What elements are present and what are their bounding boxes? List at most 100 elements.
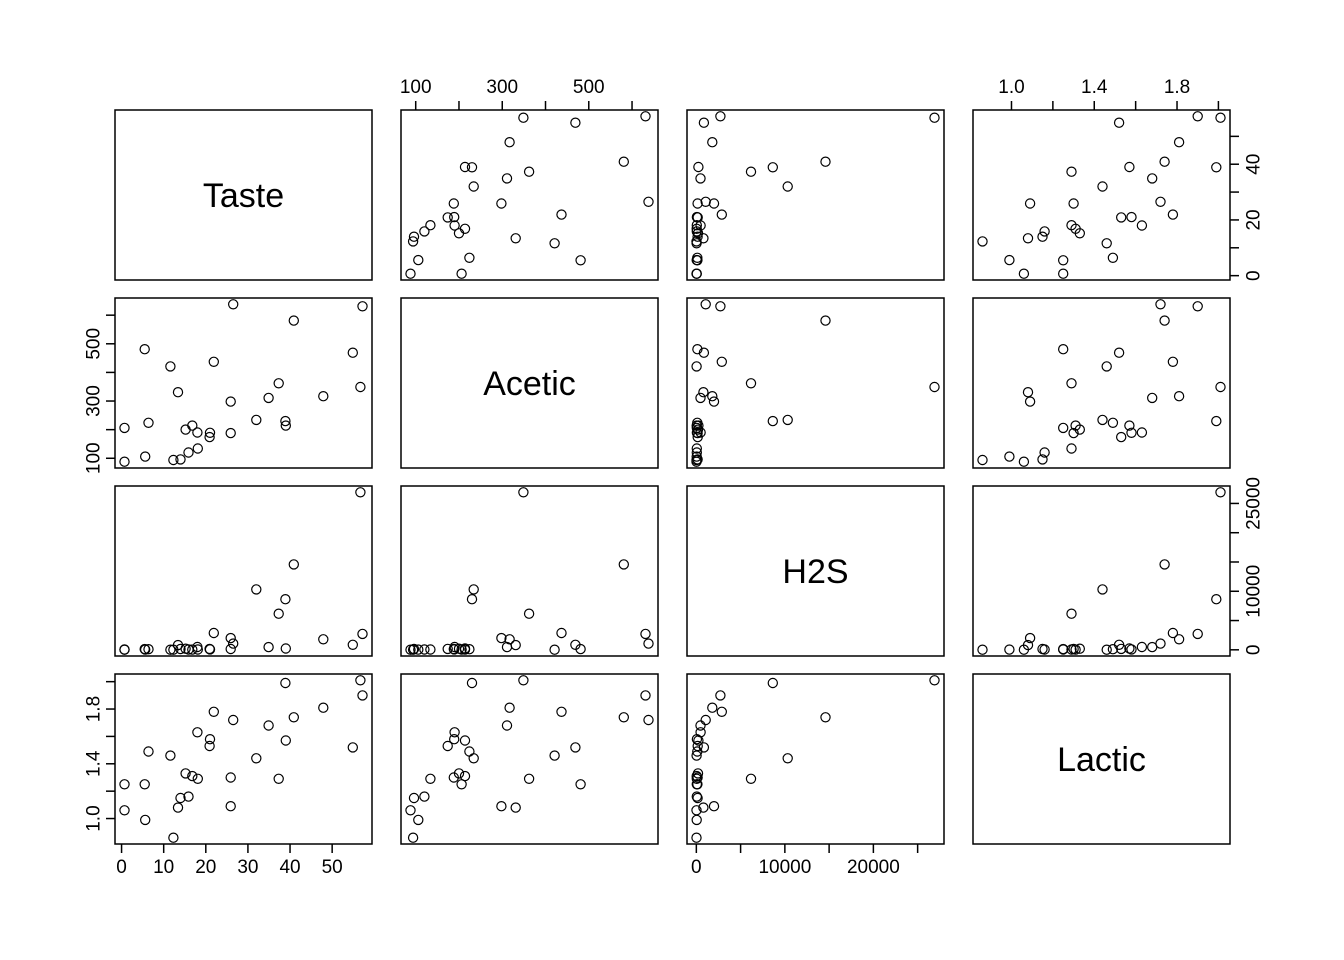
data-point — [263, 641, 274, 653]
data-point — [456, 644, 467, 655]
data-point — [1192, 301, 1203, 312]
data-point — [119, 805, 130, 816]
data-point — [1159, 156, 1170, 167]
data-point — [192, 641, 203, 653]
data-point — [692, 255, 703, 266]
data-point — [172, 802, 184, 813]
taste-axis-tick-label: 40 — [279, 857, 300, 878]
lactic-axis-tick-label: 1.4 — [1081, 77, 1108, 98]
data-point — [1136, 641, 1148, 653]
h2s-axis-tick-label: 0 — [691, 857, 702, 878]
data-point — [407, 644, 419, 655]
data-point — [1057, 344, 1069, 355]
data-point — [691, 814, 702, 826]
data-point — [468, 584, 479, 595]
data-point — [192, 443, 203, 454]
data-point — [143, 746, 154, 757]
data-point — [165, 361, 176, 372]
data-point — [225, 772, 236, 783]
data-point — [698, 802, 709, 813]
data-point — [187, 644, 198, 655]
data-point — [280, 594, 291, 605]
acetic-axis-tick-label: 300 — [486, 77, 518, 98]
data-point — [929, 112, 940, 123]
data-point — [405, 268, 416, 279]
data-point — [357, 628, 368, 640]
data-point — [1004, 451, 1015, 462]
data-point — [466, 162, 478, 173]
data-point — [1126, 211, 1137, 223]
panel-h2s-vs-lactic — [972, 485, 1231, 657]
data-point — [691, 422, 703, 434]
data-point — [1215, 487, 1226, 498]
data-point — [1066, 443, 1077, 454]
data-point — [288, 559, 299, 570]
data-point — [1018, 268, 1030, 279]
data-point — [464, 252, 475, 263]
data-point — [1113, 347, 1125, 358]
h2s-axis-tick-label: 10000 — [758, 857, 811, 878]
data-point — [698, 387, 709, 398]
data-point — [1057, 643, 1069, 655]
data-point — [459, 644, 471, 655]
data-point — [707, 136, 718, 148]
data-point — [464, 644, 475, 655]
data-point — [549, 644, 560, 655]
data-point — [716, 209, 728, 220]
data-point — [692, 344, 703, 355]
data-point — [692, 198, 703, 209]
data-point — [501, 641, 513, 653]
data-point — [1068, 198, 1079, 209]
data-point — [691, 773, 703, 785]
data-point — [1101, 238, 1112, 249]
data-point — [820, 315, 831, 326]
data-point — [691, 447, 703, 458]
data-point — [204, 431, 215, 443]
data-point — [707, 702, 718, 713]
data-point — [496, 632, 507, 644]
data-point — [716, 706, 728, 718]
data-point — [405, 644, 416, 655]
data-point — [691, 750, 702, 761]
data-point — [1211, 594, 1222, 605]
data-point — [119, 422, 130, 434]
data-point — [695, 173, 706, 184]
data-point — [695, 727, 706, 738]
data-point — [1215, 112, 1226, 123]
data-point — [407, 832, 419, 843]
data-point — [556, 706, 567, 718]
data-point — [1115, 212, 1127, 223]
data-point — [782, 414, 793, 426]
panel-h2s-vs-acetic — [400, 485, 659, 657]
data-point — [691, 805, 702, 816]
taste-axis-tick-label: 0 — [116, 857, 127, 878]
data-point — [1113, 117, 1125, 128]
data-point — [139, 643, 150, 655]
data-point — [347, 639, 358, 651]
data-point — [347, 347, 358, 358]
data-point — [227, 299, 239, 310]
taste-axis-tick-label: 40 — [1244, 154, 1265, 175]
acetic-axis-tick-label: 100 — [84, 442, 105, 474]
data-point — [977, 644, 988, 655]
data-point — [419, 644, 430, 655]
taste-axis-tick-label: 20 — [1244, 209, 1265, 230]
data-point — [715, 111, 726, 122]
data-point — [695, 720, 706, 731]
data-point — [1068, 427, 1079, 439]
data-point — [640, 111, 651, 122]
data-point — [318, 391, 329, 402]
data-point — [1173, 136, 1185, 148]
data-point — [767, 677, 779, 689]
data-point — [187, 770, 198, 782]
lactic-axis-tick-label: 1.8 — [84, 696, 105, 722]
data-point — [280, 415, 291, 427]
data-point — [1070, 223, 1081, 234]
data-point — [468, 753, 479, 764]
data-point — [510, 802, 521, 813]
data-point — [273, 608, 284, 619]
data-point — [556, 627, 567, 639]
data-point — [459, 735, 471, 746]
data-point — [1039, 226, 1050, 237]
